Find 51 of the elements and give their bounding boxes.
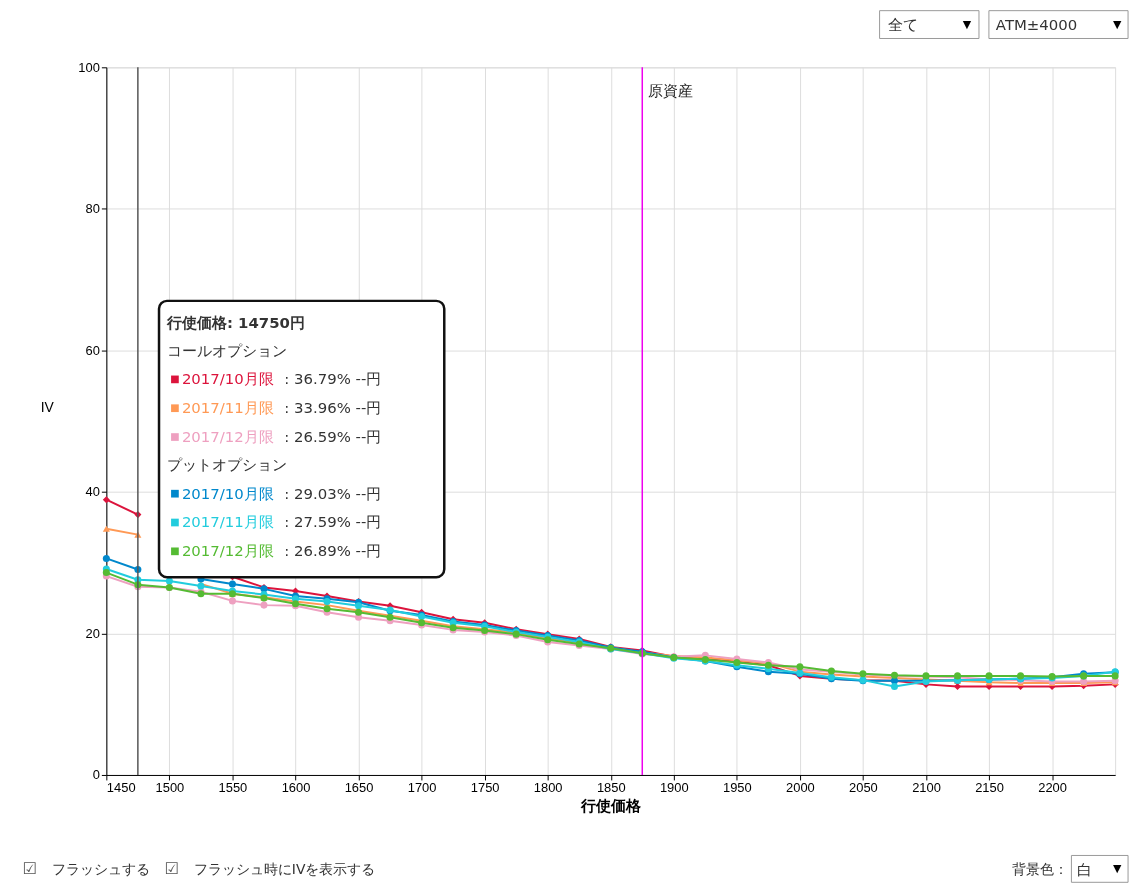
annotation: : 36.79% --円 <box>284 370 382 389</box>
text: ☑ <box>164 859 180 879</box>
text: 白 <box>1077 861 1093 880</box>
legend-label: 2017/12月限 <box>181 428 274 447</box>
y-axis-title: IV <box>40 398 55 415</box>
y-tick-label: 80 <box>85 201 100 217</box>
legend-label: 2017/12月限 <box>181 542 274 561</box>
x-tick-label: 2000 <box>786 780 815 796</box>
x-tick-label: 1750 <box>470 780 500 796</box>
legend-label: 2017/10月限 <box>181 370 274 389</box>
text: ☑ <box>22 859 37 879</box>
text: 全て <box>887 15 918 34</box>
text: ATM±4000 <box>995 15 1078 34</box>
annotation: : 29.03% --円 <box>284 484 382 503</box>
y-tick-label: 100 <box>78 59 100 75</box>
x-tick-label: 1450 <box>106 780 136 796</box>
x-tick-label: 2200 <box>1038 780 1067 796</box>
legend-label: 2017/11月限 <box>181 399 274 418</box>
x-tick-label: 1650 <box>344 780 374 796</box>
x-tick-label: 1600 <box>281 780 311 796</box>
text: フラッシュする <box>51 861 150 878</box>
annotation: コールオプション <box>166 341 287 360</box>
annotation: : 26.89% --円 <box>284 542 382 561</box>
x-tick-label: 1950 <box>722 780 752 796</box>
text: ▼ <box>1112 862 1122 876</box>
x-tick-label: 2100 <box>912 780 941 796</box>
y-tick-label: 40 <box>85 484 100 500</box>
y-tick-label: 60 <box>85 342 100 358</box>
text: フラッシュ時にIVを表示する <box>193 861 376 878</box>
y-tick-label: 0 <box>92 767 100 783</box>
x-tick-label: 1900 <box>659 780 689 796</box>
text: ▼ <box>962 17 972 31</box>
x-tick-label: 2150 <box>975 780 1004 796</box>
x-tick-label: 1500 <box>155 780 185 796</box>
text: ▼ <box>1112 17 1122 31</box>
x-tick-label: 1800 <box>533 780 563 796</box>
annotation: : 26.59% --円 <box>284 428 382 447</box>
x-tick-label: 1700 <box>407 780 437 796</box>
legend-label: 2017/11月限 <box>181 513 274 532</box>
ref-line-label: 原資産 <box>648 82 694 101</box>
annotation: : 33.96% --円 <box>284 399 382 418</box>
annotation: : 27.59% --円 <box>284 513 382 532</box>
annotation: プットオプション <box>166 455 287 474</box>
x-tick-label: 1550 <box>218 780 248 796</box>
legend-label: 2017/10月限 <box>181 484 274 503</box>
x-tick-label: 2050 <box>849 780 878 796</box>
x-axis-title: 行使価格 <box>580 798 643 815</box>
annotation: 行使価格: 14750円 <box>165 313 305 332</box>
text: 背景色： <box>1012 861 1069 878</box>
y-tick-label: 20 <box>85 625 100 641</box>
x-tick-label: 1850 <box>596 780 626 796</box>
